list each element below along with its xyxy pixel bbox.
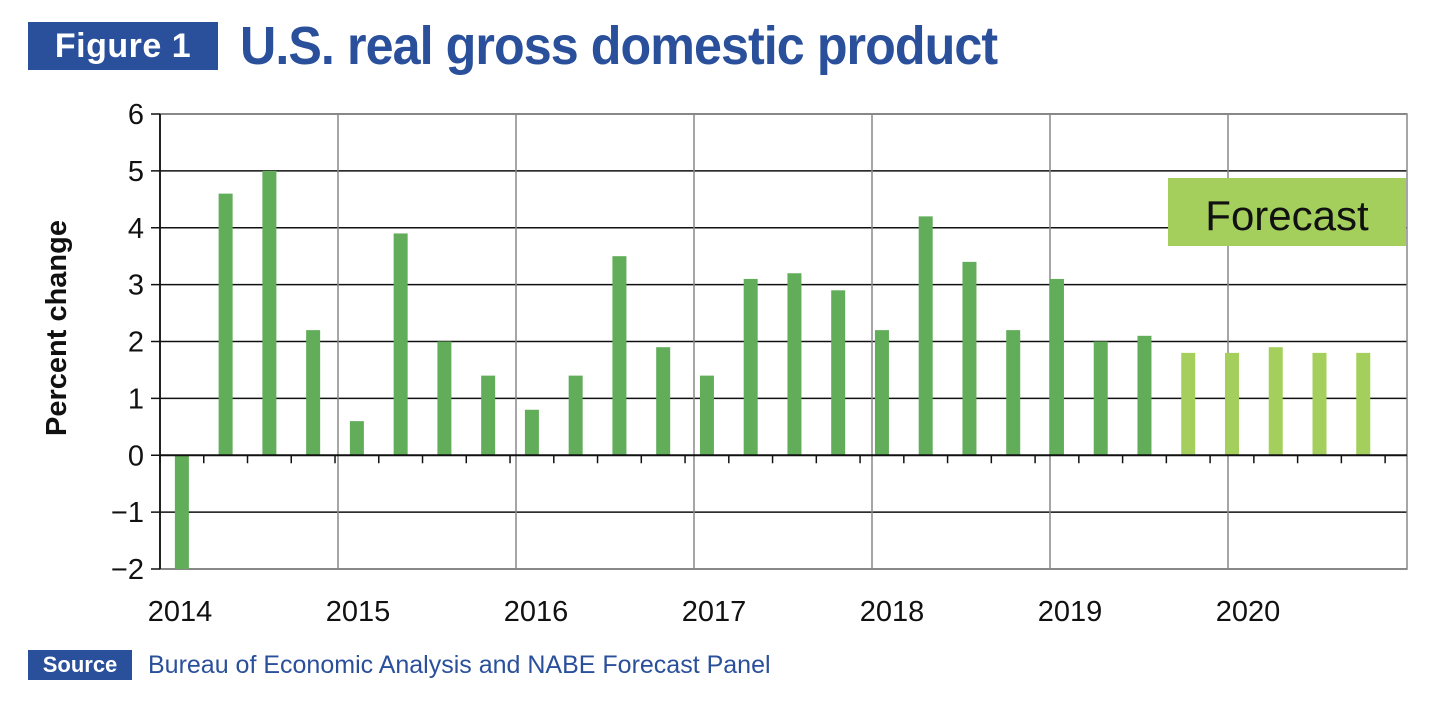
actual-bar [699,375,714,456]
y-tick-label: 2 [128,327,144,359]
x-tick-label: 2017 [682,596,747,628]
forecast-annotation-text: Forecast [1205,192,1369,239]
actual-bar [349,421,364,456]
bars [174,170,1371,569]
forecast-bar [1268,347,1283,456]
forecast-bar [1181,352,1196,456]
y-tick-label: 4 [128,213,144,245]
gridlines [159,113,1408,570]
actual-bar [1049,278,1064,456]
actual-bar [831,290,846,456]
forecast-bar [1312,352,1327,456]
actual-bar [524,409,539,456]
actual-bar [1006,330,1021,456]
actual-bar [262,170,277,456]
x-tick-label: 2019 [1038,596,1103,628]
y-tick-label: 1 [128,383,144,415]
actual-bar [218,193,233,456]
y-tick-label: 5 [128,156,144,188]
actual-bar [568,375,583,456]
actual-bar [743,278,758,456]
x-tick-label: 2020 [1216,596,1281,628]
actual-bar [918,216,933,456]
actual-bar [1093,341,1108,456]
y-tick-label: −1 [111,497,144,529]
actual-bar [174,455,189,569]
x-tick-label: 2015 [326,596,391,628]
actual-bar [612,256,627,456]
y-axis-label: Percent change [41,220,73,436]
actual-bar [874,330,889,456]
x-tick-label: 2016 [504,596,569,628]
y-tick-label: 3 [128,270,144,302]
forecast-annotation: Forecast [1168,178,1406,246]
actual-bar [787,273,802,456]
forecast-annotation-box [1168,178,1406,246]
x-tick-label: 2014 [148,596,213,628]
x-tick-label: 2018 [860,596,925,628]
actual-bar [393,233,408,456]
actual-bar [1137,335,1152,456]
actual-bar [481,375,496,456]
y-tick-label: −2 [111,554,144,586]
source-text: Bureau of Economic Analysis and NABE For… [148,651,771,679]
y-tick-label: 6 [128,99,144,131]
y-tick-label: 0 [128,440,144,472]
actual-bar [656,347,671,456]
source-badge: Source [28,650,132,680]
tick-labels: −2 −1 0 1 2 3 4 5 6 2014 2015 2016 2017 2018 2019 2020 [111,99,1280,628]
figure-badge: Figure 1 [28,22,218,70]
actual-bar [306,330,321,456]
chart-title: U.S. real gross domestic product [240,16,998,76]
actual-bar [962,261,977,456]
forecast-bar [1224,352,1239,456]
actual-bar [437,341,452,456]
axes [151,113,1407,570]
forecast-bar [1356,352,1371,456]
